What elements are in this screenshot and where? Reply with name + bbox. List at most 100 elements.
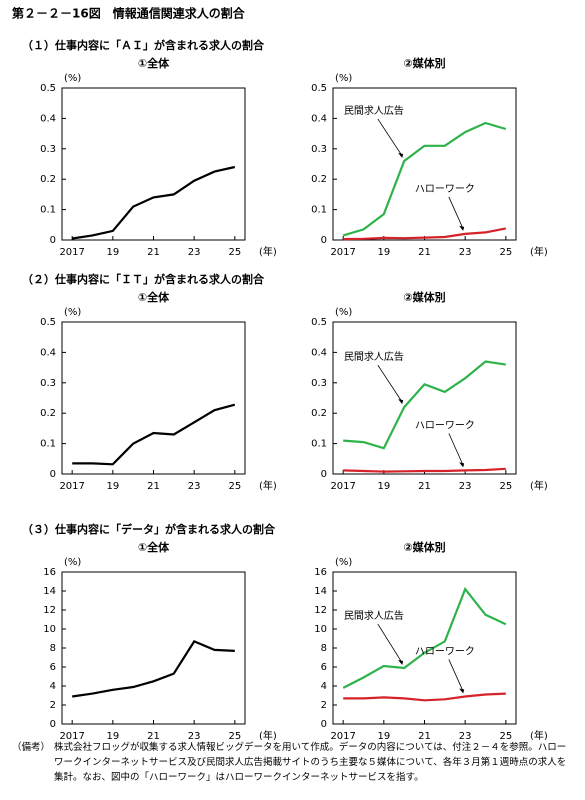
y-tick-label: 8 bbox=[50, 643, 56, 654]
y-tick-label: 0.1 bbox=[311, 205, 327, 216]
label-arrow bbox=[448, 196, 464, 230]
plot-frame bbox=[61, 87, 246, 241]
figure: 第２－２－16図 情報通信関連求人の割合 （１）仕事内容に「ＡＩ」が含まれる求人… bbox=[11, 6, 548, 741]
series-label: 民間求人広告 bbox=[344, 350, 404, 363]
y-unit: (%) bbox=[335, 307, 352, 318]
x-tick-label: 23 bbox=[188, 247, 201, 258]
chart-title: ②媒体別 bbox=[403, 540, 445, 554]
x-tick-label: 2017 bbox=[330, 731, 355, 740]
y-tick-label: 14 bbox=[43, 586, 56, 597]
plot-frame bbox=[61, 571, 246, 725]
y-tick-label: 2 bbox=[50, 700, 56, 711]
series-line bbox=[343, 360, 506, 450]
x-tick-label: 21 bbox=[418, 247, 431, 258]
series-line bbox=[72, 403, 236, 466]
arrow-head bbox=[459, 225, 465, 231]
series-line bbox=[72, 165, 236, 240]
x-tick-label: 25 bbox=[499, 731, 512, 740]
x-unit: (年) bbox=[259, 729, 277, 740]
y-tick-label: 0.1 bbox=[40, 439, 56, 450]
y-tick-label: 0.5 bbox=[311, 317, 327, 328]
section-heading: （３）仕事内容に「データ」が含まれる求人の割合 bbox=[22, 522, 276, 536]
plot-frame bbox=[332, 321, 517, 475]
x-tick-label: 25 bbox=[499, 247, 512, 258]
x-unit: (年) bbox=[259, 479, 277, 492]
x-tick-label: 21 bbox=[147, 247, 160, 258]
y-tick-label: 0.4 bbox=[311, 347, 327, 358]
x-tick-label: 19 bbox=[106, 731, 119, 740]
x-tick-label: 23 bbox=[459, 247, 472, 258]
y-tick-label: 0.1 bbox=[40, 205, 56, 216]
y-tick-label: 0.4 bbox=[40, 347, 56, 358]
y-tick-label: 0.3 bbox=[311, 378, 327, 389]
arrow-head bbox=[459, 462, 465, 468]
x-tick-label: 19 bbox=[377, 247, 390, 258]
series-label: ハローワーク bbox=[415, 183, 475, 195]
x-tick-label: 23 bbox=[459, 481, 472, 492]
y-tick-label: 0.3 bbox=[40, 144, 56, 155]
x-unit: (年) bbox=[530, 245, 548, 258]
plot-frame bbox=[61, 321, 246, 475]
y-tick-label: 0.4 bbox=[311, 113, 327, 124]
x-tick-label: 25 bbox=[499, 481, 512, 492]
y-tick-label: 0 bbox=[50, 719, 56, 730]
chart-title: ②媒体別 bbox=[403, 290, 445, 304]
arrow-head bbox=[398, 152, 404, 158]
y-tick-label: 0.1 bbox=[311, 439, 327, 450]
x-tick-label: 19 bbox=[377, 731, 390, 740]
y-tick-label: 0.5 bbox=[40, 83, 56, 94]
series-line bbox=[72, 640, 235, 698]
x-tick-label: 21 bbox=[418, 731, 431, 740]
y-tick-label: 0 bbox=[50, 469, 56, 480]
chart-title: ①全体 bbox=[138, 290, 170, 304]
series-line bbox=[343, 692, 506, 702]
note: （備考） 株式会社フロッグが収集する求人情報ビッグデータを用いて作成。データの内… bbox=[12, 740, 572, 785]
y-tick-label: 4 bbox=[50, 681, 56, 692]
y-unit: (%) bbox=[64, 557, 81, 568]
y-tick-label: 0.2 bbox=[40, 174, 56, 185]
y-unit: (%) bbox=[335, 73, 352, 84]
label-arrow bbox=[377, 364, 403, 403]
chart-title: ①全体 bbox=[138, 56, 170, 70]
series-label: 民間求人広告 bbox=[344, 609, 404, 622]
y-tick-label: 12 bbox=[314, 605, 327, 616]
x-unit: (年) bbox=[530, 479, 548, 492]
y-tick-label: 10 bbox=[314, 624, 327, 635]
y-tick-label: 14 bbox=[314, 586, 327, 597]
arrow-head bbox=[459, 688, 465, 694]
y-unit: (%) bbox=[64, 307, 81, 318]
series-label: 民間求人広告 bbox=[344, 104, 404, 117]
x-tick-label: 21 bbox=[147, 481, 160, 492]
x-tick-label: 2017 bbox=[330, 481, 355, 492]
x-tick-label: 19 bbox=[106, 247, 119, 258]
label-arrow bbox=[448, 433, 464, 466]
x-tick-label: 23 bbox=[459, 731, 472, 740]
y-tick-label: 16 bbox=[314, 567, 327, 578]
y-unit: (%) bbox=[64, 73, 81, 84]
label-arrow bbox=[377, 118, 403, 157]
x-unit: (年) bbox=[530, 729, 548, 740]
y-tick-label: 6 bbox=[50, 662, 56, 673]
x-tick-label: 25 bbox=[228, 731, 241, 740]
section-heading: （１）仕事内容に「ＡＩ」が含まれる求人の割合 bbox=[22, 38, 265, 52]
y-tick-label: 0.2 bbox=[311, 174, 327, 185]
series-line bbox=[343, 227, 507, 241]
arrow-head bbox=[398, 659, 404, 665]
y-tick-label: 0 bbox=[321, 469, 327, 480]
y-tick-label: 0.5 bbox=[311, 83, 327, 94]
section-heading: （２）仕事内容に「ＩＴ」が含まれる求人の割合 bbox=[22, 272, 265, 286]
series-line bbox=[343, 467, 506, 473]
x-tick-label: 23 bbox=[188, 731, 201, 740]
chart-title: ①全体 bbox=[138, 540, 170, 554]
arrow-head bbox=[398, 399, 404, 405]
x-tick-label: 2017 bbox=[59, 247, 84, 258]
y-tick-label: 16 bbox=[43, 567, 56, 578]
label-arrow bbox=[448, 659, 464, 692]
y-tick-label: 10 bbox=[43, 624, 56, 635]
y-tick-label: 0 bbox=[50, 235, 56, 246]
y-tick-label: 8 bbox=[321, 643, 327, 654]
x-tick-label: 25 bbox=[228, 481, 241, 492]
series-label: ハローワーク bbox=[415, 645, 475, 657]
x-tick-label: 2017 bbox=[59, 481, 84, 492]
label-arrow bbox=[377, 623, 403, 664]
